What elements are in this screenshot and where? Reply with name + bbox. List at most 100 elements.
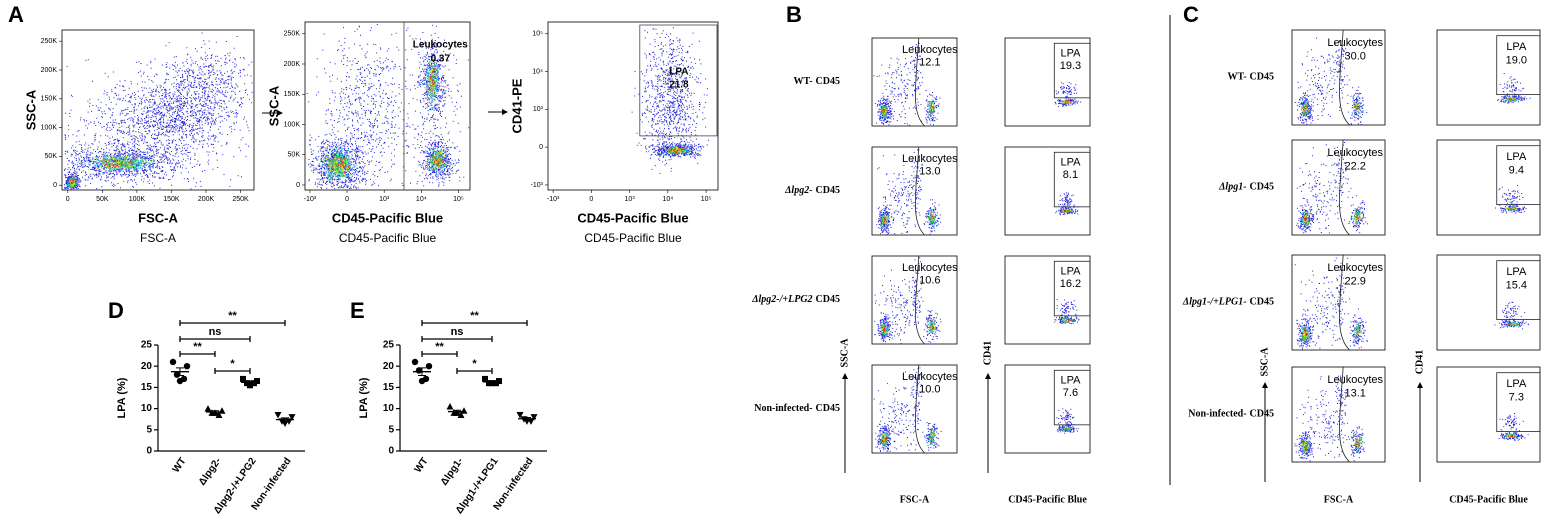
- marker: CD45: [1250, 72, 1274, 83]
- y-tick-label: 250K: [41, 38, 58, 45]
- arrow-head: [842, 373, 848, 379]
- row-label: Non-infected- CD45: [754, 403, 840, 414]
- gate-line: [914, 37, 925, 127]
- significance-bracket: [214, 368, 251, 374]
- y-tick-label: 15: [383, 382, 395, 393]
- strain: Δlpg1-: [1218, 182, 1246, 193]
- data-point: [482, 375, 488, 382]
- row-label: Δlpg1-/+LPG1- CD45: [1182, 297, 1274, 308]
- y-tick-label: 15: [141, 382, 153, 393]
- y-axis-label: SSC-A: [1259, 347, 1270, 377]
- x-tick-label: Δlpg2-: [197, 456, 224, 488]
- density-cloud: [1063, 209, 1070, 213]
- density-cloud: [874, 257, 942, 344]
- gate: [1496, 372, 1541, 433]
- y-tick-label: 25: [383, 340, 395, 351]
- y-tick-label: 20: [141, 361, 153, 372]
- significance-bracket: [421, 351, 458, 357]
- density-cloud: [1507, 207, 1517, 211]
- gate-label: Leukocytes: [902, 44, 958, 56]
- gate-value: 0.37: [431, 54, 451, 65]
- significance-bracket: [456, 368, 493, 374]
- density-cloud: [1494, 301, 1529, 330]
- gate-value: 12.1: [919, 57, 940, 69]
- density-cloud: [1060, 99, 1071, 104]
- significance-label: **: [228, 310, 237, 322]
- density-cloud: [1062, 99, 1071, 104]
- x-tick-label: 200K: [198, 196, 215, 203]
- arrow-head: [1417, 382, 1423, 388]
- x-axis-label: CD45-Pacific Blue: [1008, 494, 1087, 505]
- row-label: WT- CD45: [1227, 72, 1274, 83]
- plot-frame: [871, 146, 958, 236]
- gate: [1053, 151, 1091, 208]
- x-tick-label: WT: [171, 456, 189, 475]
- row-label: WT- CD45: [793, 76, 840, 87]
- x-axis-label: CD45-Pacific Blue: [1449, 494, 1528, 505]
- plot-frame: [871, 364, 958, 454]
- gate-label: Leukocytes: [1327, 262, 1383, 274]
- density-cloud: [668, 147, 684, 154]
- error-bar: [246, 380, 254, 385]
- plot-frame: [61, 29, 255, 191]
- strain: Δlpg2-/+LPG2: [751, 294, 812, 305]
- data-point: [281, 420, 289, 427]
- row-label: Δlpg2-/+LPG2 CD45: [751, 294, 840, 305]
- y-tick-label: 10: [141, 403, 153, 414]
- gate: [1496, 35, 1541, 96]
- density-cloud: [879, 209, 937, 228]
- density-cloud: [664, 146, 689, 154]
- significance-label: **: [435, 341, 444, 353]
- x-tick-label: 0: [589, 196, 593, 203]
- y-tick-label: 0: [296, 182, 300, 189]
- density-cloud: [1055, 192, 1079, 216]
- y-axis-label: SSC-A: [839, 338, 850, 368]
- density-cloud: [64, 32, 253, 190]
- x-axis-label: FSC-A: [1324, 494, 1354, 505]
- panel-letter: B: [786, 2, 802, 27]
- gate-value: 22.9: [1345, 276, 1366, 288]
- significance-label: ns: [209, 326, 222, 338]
- x-tick-label: 0: [345, 196, 349, 203]
- gate: [639, 24, 718, 137]
- density-cloud: [1301, 433, 1362, 453]
- y-tick-label: 10: [383, 403, 395, 414]
- gate-label: LPA: [1506, 266, 1527, 278]
- caption: CD45-Pacific Blue: [339, 231, 437, 245]
- y-tick-label: 25: [141, 340, 153, 351]
- gate-label: LPA: [1060, 375, 1081, 387]
- arrow-head: [502, 109, 508, 115]
- x-tick-label: -10³: [304, 196, 317, 203]
- data-point: [274, 411, 282, 419]
- x-tick-label: -10³: [547, 196, 560, 203]
- x-tick-label: 10⁵: [453, 196, 464, 203]
- gate-label: LPA: [1506, 378, 1527, 390]
- x-tick-label: 10³: [379, 196, 390, 203]
- gate-label: LPA: [1506, 151, 1527, 163]
- gate-value: 30.0: [1345, 51, 1366, 63]
- y-axis-label: SSC-A: [266, 85, 281, 126]
- panel-letter: A: [8, 2, 24, 27]
- marker: CD45: [1250, 182, 1274, 193]
- plot-frame: [547, 21, 719, 191]
- y-tick-label: 0: [53, 182, 57, 189]
- y-tick-label: 250K: [284, 31, 301, 38]
- gate-value: 7.3: [1509, 391, 1524, 403]
- y-tick-label: 0: [388, 446, 394, 457]
- data-point: [176, 377, 184, 385]
- x-tick-label: 10³: [625, 196, 636, 203]
- gate-value: 15.4: [1506, 279, 1527, 291]
- gate-line: [1339, 366, 1350, 463]
- significance-bracket: [421, 336, 493, 342]
- density-cloud: [1054, 299, 1080, 325]
- y-axis-label: CD41-PE: [509, 78, 524, 133]
- density-cloud: [1056, 408, 1079, 434]
- density-cloud: [1066, 318, 1071, 322]
- data-point: [530, 414, 538, 421]
- density-cloud: [1300, 435, 1363, 453]
- strain: Δlpg1-/+LPG1-: [1182, 297, 1247, 308]
- significance-label: ns: [451, 326, 464, 338]
- y-axis-label: LPA (%): [358, 377, 370, 418]
- error-bar: [211, 410, 219, 414]
